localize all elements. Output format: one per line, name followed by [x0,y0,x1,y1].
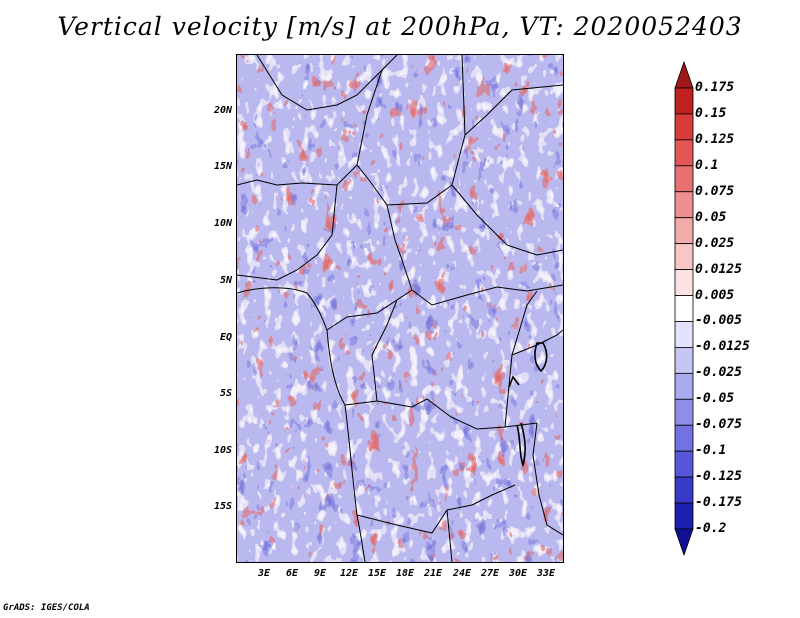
lon-label-9e: 9E [313,568,327,579]
lon-label-30e: 30E [508,568,528,579]
lon-label-24e: 24E [452,568,472,579]
colorbar-band [674,139,694,167]
colorbar-level-label: 0.0125 [695,261,742,277]
colorbar-band [674,269,694,296]
colorbar-band [674,295,694,322]
colorbar-level-label: 0.005 [695,287,735,303]
lat-label-20n: 20N [213,105,232,116]
colorbar [674,60,694,557]
map-title: Vertical velocity [m/s] at 200hPa, VT: 2… [57,12,743,41]
colorbar-band [674,372,694,400]
lat-label-10s: 10S [213,445,232,456]
colorbar-band [674,398,694,426]
colorbar-level-label: -0.0125 [695,339,750,355]
lat-label-5n: 5N [219,275,232,286]
colorbar-band [674,347,694,374]
colorbar-level-label: -0.2 [695,521,727,536]
lon-label-6e: 6E [285,568,299,579]
colorbar-level-label: 0.15 [695,105,727,121]
colorbar-band [674,502,694,530]
lon-label-12e: 12E [339,568,359,579]
colorbar-level-label: -0.125 [695,469,742,485]
colorbar-level-label: -0.005 [695,313,742,329]
colorbar-band [674,528,694,557]
colorbar-level-label: -0.175 [695,495,742,511]
colorbar-level-label: 0.125 [695,131,735,147]
colorbar-level-label: 0.025 [695,235,735,251]
lon-label-15e: 15E [367,568,387,579]
colorbar-band [674,87,694,115]
lon-label-3e: 3E [257,568,271,579]
lon-label-18e: 18E [395,568,415,579]
lat-label-5s: 5S [219,388,232,399]
colorbar-level-label: 0.1 [695,157,719,173]
colorbar-level-label: 0.05 [695,209,727,225]
lat-label-eq: EQ [219,332,232,343]
colorbar-band [674,113,694,141]
country-borders [237,55,563,562]
lat-label-10n: 10N [213,218,232,229]
colorbar-band [674,424,694,452]
colorbar-level-label: -0.025 [695,365,742,381]
colorbar-band [674,191,694,219]
map-panel[interactable] [236,54,564,563]
colorbar-band [674,165,694,193]
colorbar-level-label: 0.175 [695,80,735,95]
colorbar-level-label: 0.075 [695,183,735,199]
colorbar-band [674,217,694,245]
lat-label-15n: 15N [213,161,232,172]
lon-label-27e: 27E [480,568,500,579]
colorbar-band [674,243,694,270]
lon-label-33e: 33E [536,568,556,579]
velocity-field [237,55,563,562]
lon-label-21e: 21E [423,568,443,579]
lake-outlines [508,342,548,468]
colorbar-level-label: -0.05 [695,391,735,407]
grads-credit: GrADS: IGES/COLA [3,603,90,613]
colorbar-level-label: -0.1 [695,443,727,459]
colorbar-level-label: -0.075 [695,417,742,433]
colorbar-band [674,321,694,348]
lat-label-15s: 15S [213,501,232,512]
colorbar-band [674,476,694,504]
colorbar-band [674,450,694,478]
colorbar-band [674,60,694,89]
